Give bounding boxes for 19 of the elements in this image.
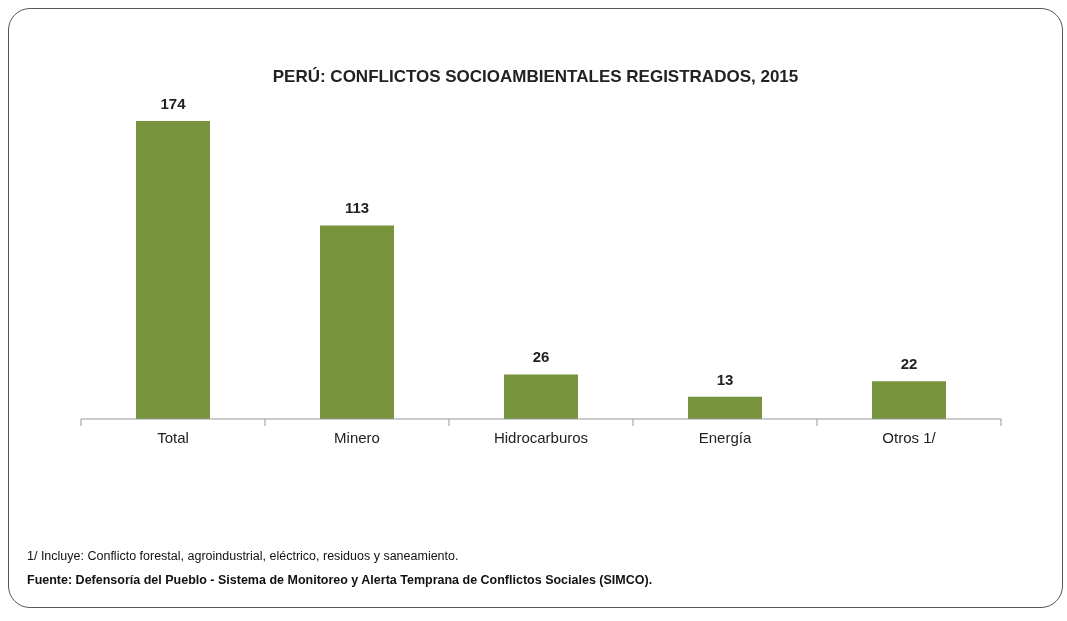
x-tick-label: Energía — [698, 429, 752, 446]
x-tick-label: Total — [157, 429, 189, 446]
x-tick-label: Minero — [334, 429, 380, 446]
data-label: 26 — [532, 348, 550, 366]
data-label: 113 — [344, 199, 370, 217]
bar — [136, 121, 210, 419]
bar — [688, 396, 762, 419]
rounded-frame: PERÚ: CONFLICTOS SOCIOAMBIENTALES REGISTRADOS, 2015 Total Minero Hidrocarburos Energía Otros 1/ 174 113 26 13 22 1/ Incluye: Conflicto forestal, agroindustrial, eléctrico, residuos y saneamiento. Fuente: Defensoría del Pueblo - Sistema de Monitoreo y Alerta Temprana de Conflictos Sociales (SIMCO). — [8, 8, 1063, 608]
data-label: 174 — [160, 95, 187, 112]
source-note: Fuente: Defensoría del Pueblo - Sistema de Monitoreo y Alerta Temprana de Conflictos Sociales (SIMCO). — [27, 573, 653, 587]
bar — [504, 374, 578, 419]
x-tick-label: Otros 1/ — [882, 429, 937, 446]
data-label: 13 — [716, 370, 734, 388]
text: 1/ Incluye: Conflicto forestal, agroindustrial, eléctrico, residuos y saneamiento. — [27, 549, 459, 563]
x-tick-label: Hidrocarburos — [493, 429, 589, 446]
chart-title: PERÚ: CONFLICTOS SOCIOAMBIENTALES REGISTRADOS, 2015 — [271, 67, 800, 87]
data-label: 22 — [900, 355, 918, 373]
bar — [320, 225, 394, 419]
bar — [872, 381, 946, 419]
